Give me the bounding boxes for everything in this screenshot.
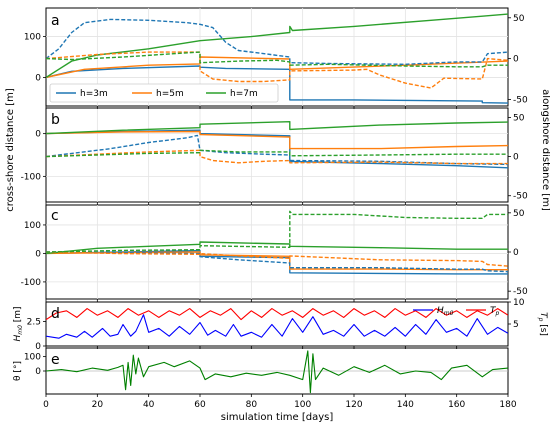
panel-a-frame [45, 7, 509, 107]
y2-tick-label: 10 [513, 298, 525, 308]
x-tick-label: 40 [143, 400, 155, 410]
series-a-h3m-solid [46, 65, 508, 104]
series-b-h5m-solid [46, 130, 508, 150]
x-tick-label: 20 [92, 400, 104, 410]
legend-a: h=3m h=5m h=7m [49, 83, 279, 103]
y2-tick-label: 0 [513, 153, 519, 163]
y-axis-label-left: cross-shore distance [m] [5, 88, 16, 212]
y-tick-label: -100 [21, 278, 42, 288]
y-tick-label: 100 [24, 33, 41, 43]
legend-h5-label: h=5m [156, 89, 184, 99]
legend-d: Hm0 Tp [413, 306, 500, 317]
series-b-h5m-dashed [46, 149, 508, 165]
series-c-h5m-dashed [46, 251, 508, 267]
y2-tick-label: 0 [513, 248, 519, 258]
series-b-h7m-dashed [46, 149, 508, 158]
series-e-theta-solid [46, 350, 508, 394]
y-tick-label: 100 [24, 221, 41, 231]
y-axis-label-right: alongshore distance [m] [540, 89, 550, 211]
gridlines [46, 8, 508, 372]
y-tick-label: 0 [35, 73, 41, 83]
panel-b-letter: b [51, 112, 60, 128]
y2-tick-label: 50 [513, 14, 525, 24]
x-axis-label: simulation time [days] [221, 412, 334, 423]
y-tick-label: 100 [24, 353, 41, 363]
series-c-h3m-dashed [46, 251, 508, 273]
series-a-h5m-dashed [46, 51, 508, 89]
panel-d-y2label: Tp [s] [537, 312, 548, 336]
series-b-h3m-solid [46, 129, 508, 169]
legend-tp-label: Tp [490, 306, 500, 317]
y-tick-label: 0 [35, 249, 41, 259]
y-tick-label: 2.5 [27, 318, 41, 328]
legend-hm0-label: Hm0 [437, 306, 454, 317]
panel-c-letter: c [51, 208, 59, 224]
panel-d-letter: d [51, 306, 60, 322]
y2-tick-label: 50 [513, 113, 525, 123]
y-tick-label: 0 [35, 342, 41, 352]
y-tick-label: 0 [35, 367, 41, 377]
series-layer [46, 13, 508, 394]
x-tick-label: 0 [43, 400, 49, 410]
x-tick-label: 60 [194, 400, 206, 410]
y-tick-label: 0 [35, 130, 41, 140]
y-tick-label: -100 [21, 172, 42, 182]
series-d-tp-solid [46, 308, 508, 321]
series-b-h3m-dashed [46, 134, 508, 166]
x-tick-label: 80 [246, 400, 258, 410]
y2-tick-label: -50 [513, 95, 528, 105]
y2-tick-label: -50 [513, 287, 528, 297]
series-b-h7m-solid [46, 120, 508, 135]
panel-b-frame [45, 107, 509, 203]
x-tick-label: 180 [499, 400, 516, 410]
legend-h3-label: h=3m [80, 89, 108, 99]
y2-tick-label: 0 [513, 55, 519, 65]
panel-a-letter: a [51, 13, 60, 29]
x-tick-label: 100 [294, 400, 311, 410]
series-d-hm0-solid [46, 314, 508, 339]
x-tick-label: 140 [397, 400, 414, 410]
series-a-h7m-dashed [46, 51, 508, 68]
panel-e-ylabel: θ [°] [13, 361, 23, 381]
x-tick-label: 160 [448, 400, 465, 410]
panel-e-letter: e [51, 352, 60, 368]
y2-tick-label: -50 [513, 192, 528, 202]
legend-a-box [49, 83, 279, 103]
series-c-h7m-solid [46, 241, 508, 255]
panel-d-ylabel: Hm0 [m] [13, 306, 24, 341]
x-tick-label: 120 [345, 400, 362, 410]
series-c-h7m-dashed [46, 210, 508, 253]
legend-h7-label: h=7m [230, 89, 258, 99]
y2-tick-label: 5 [513, 320, 519, 330]
y2-tick-label: 50 [513, 209, 525, 219]
series-a-h3m-dashed [46, 18, 508, 66]
